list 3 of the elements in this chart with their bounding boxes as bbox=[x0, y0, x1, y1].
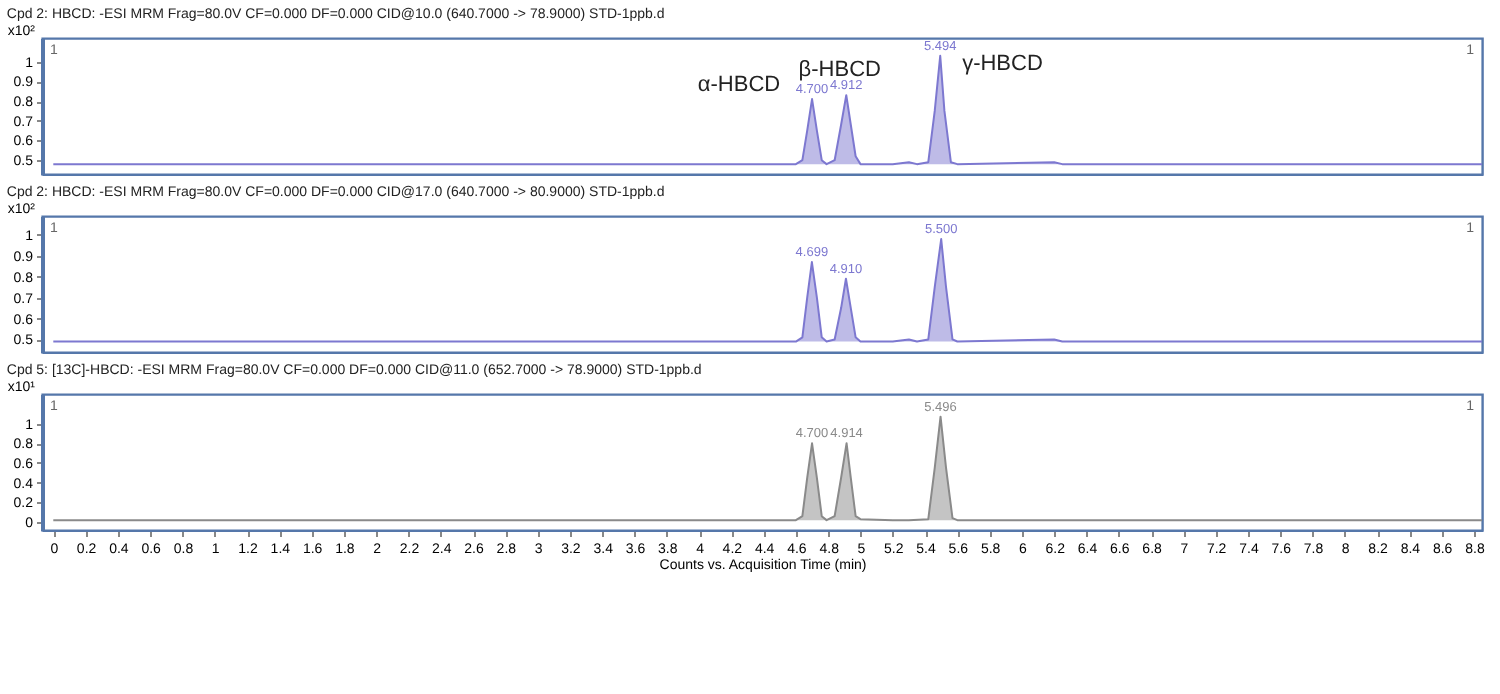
annotation: α-HBCD bbox=[697, 73, 781, 98]
annotation: β-HBCD bbox=[798, 58, 882, 83]
annotation: γ-HBCD bbox=[962, 51, 1043, 76]
